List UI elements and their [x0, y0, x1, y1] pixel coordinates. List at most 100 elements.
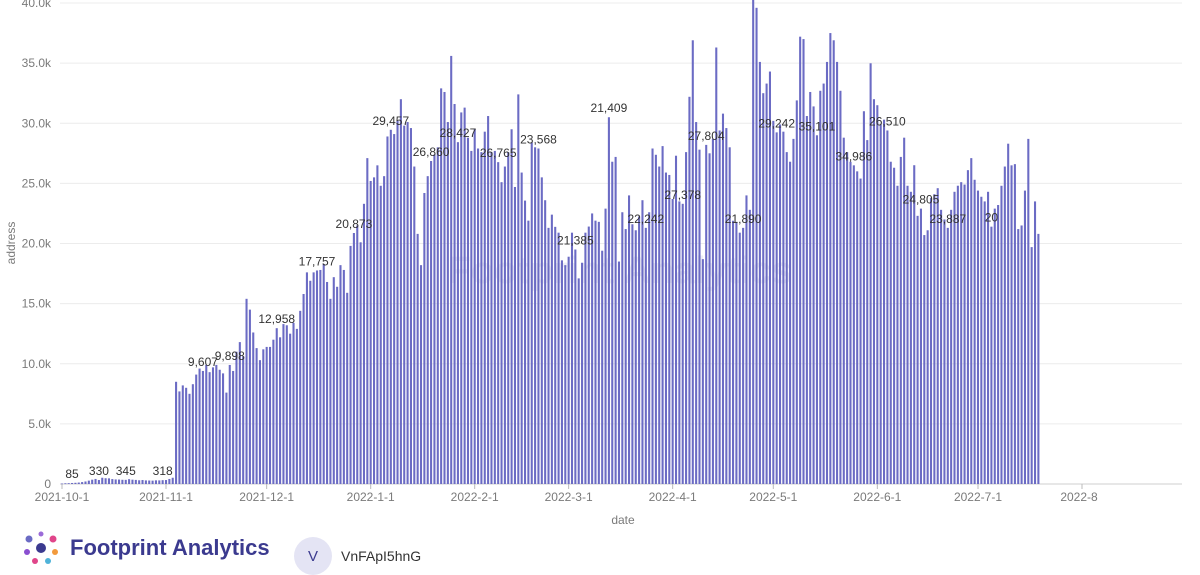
- bar[interactable]: [866, 140, 869, 484]
- bar[interactable]: [443, 91, 446, 485]
- bar[interactable]: [151, 480, 154, 484]
- bar[interactable]: [490, 152, 493, 485]
- bar[interactable]: [960, 182, 963, 485]
- bar[interactable]: [158, 480, 161, 484]
- bar[interactable]: [107, 478, 111, 484]
- bar[interactable]: [356, 225, 359, 484]
- bar[interactable]: [983, 201, 986, 484]
- bar[interactable]: [644, 227, 647, 484]
- bar[interactable]: [396, 120, 399, 484]
- bar[interactable]: [225, 392, 228, 484]
- bar[interactable]: [617, 261, 621, 484]
- bar[interactable]: [913, 165, 916, 484]
- bar[interactable]: [332, 277, 335, 484]
- bar[interactable]: [829, 33, 832, 484]
- bar[interactable]: [71, 482, 74, 484]
- bar[interactable]: [822, 83, 825, 484]
- bar[interactable]: [638, 216, 641, 484]
- bar[interactable]: [815, 135, 818, 484]
- bar[interactable]: [953, 191, 956, 485]
- bar[interactable]: [664, 172, 667, 485]
- bar[interactable]: [903, 137, 906, 484]
- bar[interactable]: [436, 147, 439, 485]
- bar[interactable]: [584, 232, 587, 484]
- bar[interactable]: [698, 149, 701, 484]
- bar[interactable]: [678, 201, 681, 484]
- bar[interactable]: [64, 483, 67, 485]
- bar[interactable]: [604, 208, 607, 484]
- bar[interactable]: [285, 325, 288, 484]
- bar[interactable]: [258, 360, 262, 484]
- bar[interactable]: [768, 71, 772, 484]
- bar[interactable]: [1030, 247, 1033, 484]
- bar[interactable]: [1037, 233, 1040, 484]
- bar[interactable]: [178, 391, 181, 484]
- bar[interactable]: [84, 481, 87, 484]
- bar[interactable]: [198, 368, 201, 484]
- bar[interactable]: [785, 152, 788, 485]
- bar[interactable]: [60, 483, 64, 485]
- bar[interactable]: [976, 190, 980, 484]
- brand-logo[interactable]: Footprint Analytics: [20, 530, 270, 566]
- bar[interactable]: [889, 161, 892, 485]
- bar[interactable]: [627, 195, 631, 484]
- bar[interactable]: [641, 200, 644, 484]
- bar[interactable]: [852, 165, 855, 484]
- bar[interactable]: [366, 158, 369, 484]
- bar[interactable]: [295, 328, 298, 484]
- bar[interactable]: [309, 280, 312, 484]
- bar[interactable]: [755, 7, 758, 485]
- bar[interactable]: [379, 185, 382, 484]
- bar[interactable]: [879, 124, 882, 484]
- bar[interactable]: [77, 482, 80, 484]
- bar[interactable]: [141, 480, 144, 484]
- bar[interactable]: [195, 374, 198, 484]
- bar[interactable]: [1027, 138, 1030, 484]
- bar[interactable]: [809, 91, 812, 485]
- bar[interactable]: [185, 387, 188, 484]
- bar[interactable]: [661, 146, 664, 484]
- bar[interactable]: [201, 370, 204, 484]
- bar[interactable]: [352, 233, 355, 484]
- bar[interactable]: [950, 209, 953, 484]
- bar[interactable]: [409, 128, 412, 484]
- bar[interactable]: [523, 200, 527, 485]
- bar[interactable]: [725, 128, 728, 484]
- bar[interactable]: [124, 479, 127, 484]
- bar[interactable]: [262, 349, 265, 484]
- bar[interactable]: [537, 148, 540, 484]
- bar[interactable]: [399, 99, 402, 484]
- bar[interactable]: [570, 232, 574, 484]
- bar[interactable]: [477, 148, 480, 484]
- bar[interactable]: [255, 348, 258, 484]
- bar[interactable]: [473, 129, 476, 484]
- bar[interactable]: [406, 122, 409, 485]
- bar[interactable]: [131, 479, 134, 484]
- bar[interactable]: [289, 333, 292, 484]
- bar[interactable]: [882, 119, 886, 484]
- bar[interactable]: [369, 180, 372, 484]
- bar[interactable]: [208, 372, 211, 484]
- bar[interactable]: [218, 369, 221, 484]
- bar[interactable]: [292, 322, 295, 484]
- bar[interactable]: [862, 111, 865, 484]
- bar[interactable]: [252, 332, 255, 484]
- bar[interactable]: [245, 298, 248, 484]
- bar[interactable]: [597, 221, 600, 485]
- bar[interactable]: [681, 203, 684, 484]
- bar[interactable]: [742, 227, 745, 484]
- bar[interactable]: [279, 337, 282, 484]
- bar[interactable]: [933, 194, 936, 484]
- bar[interactable]: [846, 152, 849, 485]
- bar[interactable]: [956, 185, 959, 484]
- bar[interactable]: [893, 167, 896, 484]
- bar[interactable]: [319, 269, 322, 484]
- bar[interactable]: [577, 278, 580, 484]
- bar[interactable]: [778, 124, 782, 484]
- bar[interactable]: [299, 310, 302, 484]
- bar[interactable]: [782, 131, 785, 485]
- bar[interactable]: [128, 479, 131, 484]
- bar[interactable]: [1023, 190, 1027, 484]
- bar[interactable]: [762, 93, 765, 484]
- bar[interactable]: [97, 480, 100, 484]
